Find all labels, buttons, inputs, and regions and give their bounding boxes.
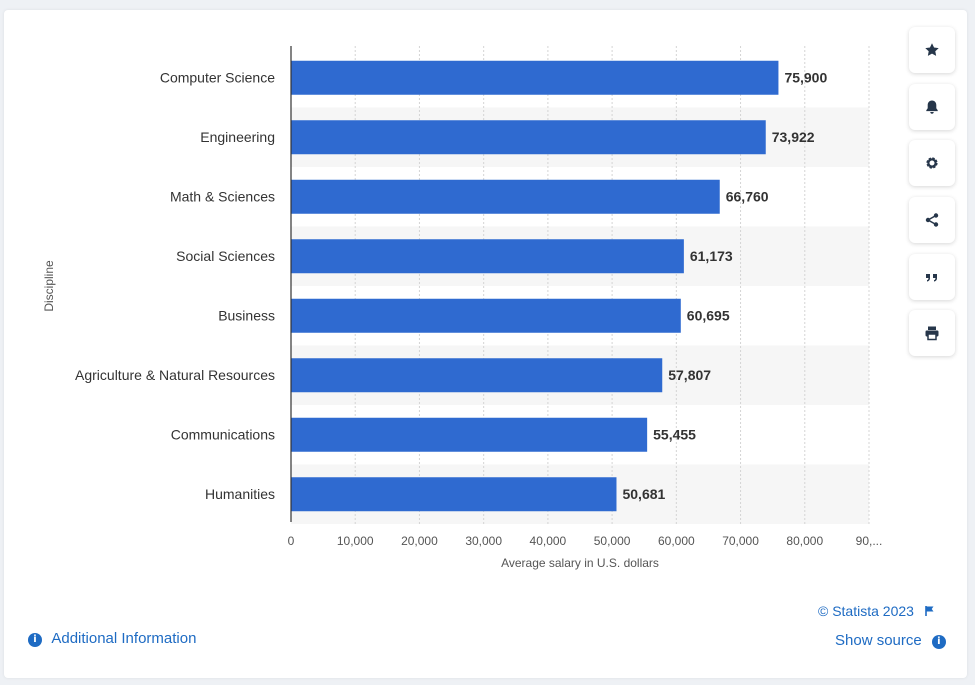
bar[interactable] xyxy=(291,239,684,274)
cite-button[interactable] xyxy=(909,254,955,300)
y-axis-title: Discipline xyxy=(42,260,56,312)
share-button[interactable] xyxy=(909,197,955,243)
category-label: Communications xyxy=(171,426,275,442)
category-label: Social Sciences xyxy=(176,248,275,264)
print-button[interactable] xyxy=(909,310,955,356)
flag-icon xyxy=(925,606,934,616)
category-label: Engineering xyxy=(200,129,275,145)
category-label: Humanities xyxy=(205,486,275,502)
notification-button[interactable] xyxy=(909,84,955,130)
value-label: 66,760 xyxy=(726,188,769,204)
category-label: Agriculture & Natural Resources xyxy=(75,367,275,383)
x-axis-title: Average salary in U.S. dollars xyxy=(501,556,659,570)
value-label: 75,900 xyxy=(784,69,827,85)
value-label: 60,695 xyxy=(687,307,730,323)
value-label: 73,922 xyxy=(772,129,815,145)
additional-information-link[interactable]: i Additional Information xyxy=(28,630,196,647)
printer-icon xyxy=(925,326,939,341)
x-tick-label: 80,000 xyxy=(786,534,823,548)
value-label: 61,173 xyxy=(690,248,733,264)
copyright-link[interactable]: © Statista 2023 xyxy=(818,603,935,619)
x-tick-label: 10,000 xyxy=(337,534,374,548)
bar[interactable] xyxy=(291,417,648,452)
bar[interactable] xyxy=(291,60,779,95)
value-label: 57,807 xyxy=(668,367,711,383)
additional-information-label: Additional Information xyxy=(51,630,197,647)
x-tick-label: 60,000 xyxy=(658,534,695,548)
x-tick-label: 0 xyxy=(288,534,295,548)
info-icon: i xyxy=(28,633,42,647)
x-tick-label: 30,000 xyxy=(465,534,502,548)
gear-icon xyxy=(926,157,938,169)
x-tick-label: 40,000 xyxy=(530,534,567,548)
category-label: Math & Sciences xyxy=(170,188,275,204)
value-label: 55,455 xyxy=(653,426,696,442)
x-tick-label: 50,000 xyxy=(594,534,631,548)
favorite-button[interactable] xyxy=(909,27,955,73)
x-tick-label: 90,... xyxy=(856,534,883,548)
share-icon xyxy=(925,213,939,227)
star-icon xyxy=(925,43,939,56)
bar[interactable] xyxy=(291,298,681,333)
bar[interactable] xyxy=(291,179,720,214)
category-label: Business xyxy=(218,307,275,323)
settings-button[interactable] xyxy=(909,140,955,186)
bar[interactable] xyxy=(291,477,617,512)
category-label: Computer Science xyxy=(160,69,275,85)
x-tick-label: 20,000 xyxy=(401,534,438,548)
quote-icon xyxy=(926,274,937,282)
value-label: 50,681 xyxy=(622,486,665,502)
info-icon: i xyxy=(931,635,946,649)
show-source-link[interactable]: Show source i xyxy=(835,632,946,649)
x-tick-label: 70,000 xyxy=(722,534,759,548)
bell-icon xyxy=(926,100,938,114)
copyright-text: © Statista 2023 xyxy=(818,603,914,619)
bar[interactable] xyxy=(291,120,766,155)
show-source-label: Show source xyxy=(835,632,922,649)
bar[interactable] xyxy=(291,358,663,393)
